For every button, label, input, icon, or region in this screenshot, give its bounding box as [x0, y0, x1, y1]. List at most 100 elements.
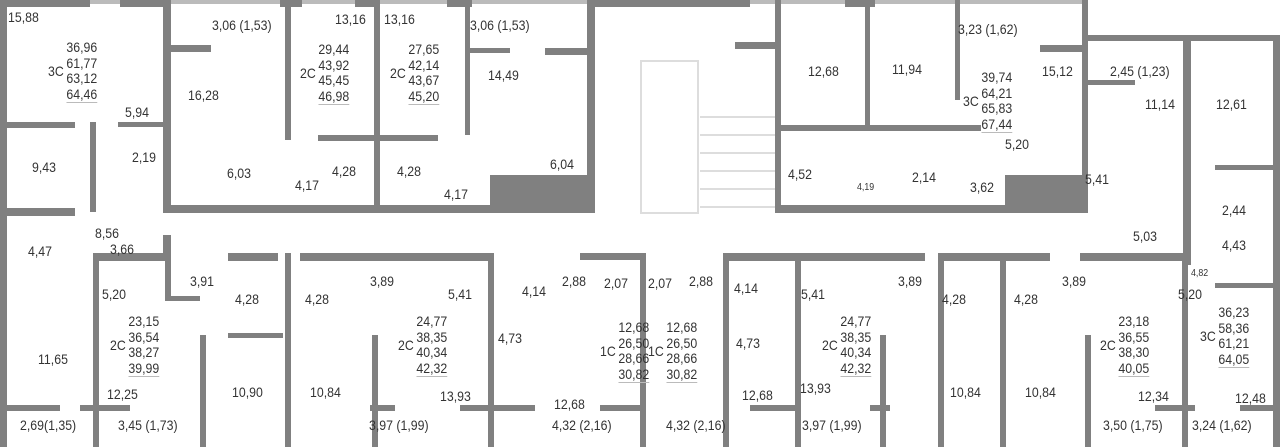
room-area: 4,14 [734, 280, 758, 296]
area-value: 23,18 [1118, 313, 1150, 329]
room-area: 2,88 [562, 273, 586, 289]
balcony-area: 3,50 (1,75) [1103, 417, 1163, 433]
room-area: 11,65 [38, 351, 68, 367]
balcony-area: 3,23 (1,62) [958, 21, 1018, 37]
area-value: 45,45 [318, 72, 350, 88]
area-value: 29,44 [318, 41, 350, 57]
apartment-a2: 2С 29,44 43,92 45,45 46,98 [300, 41, 350, 105]
wall [490, 175, 590, 213]
room-area: 5,41 [801, 286, 825, 302]
wall [200, 335, 206, 447]
area-value: 12,68 [618, 319, 650, 335]
area-value: 26,50 [666, 334, 698, 351]
room-area: 4,28 [235, 291, 259, 307]
room-area: 6,03 [227, 165, 251, 181]
area-value: 23,15 [128, 313, 160, 329]
wall [795, 253, 801, 447]
room-area: 15,88 [8, 9, 39, 25]
room-area: 4,28 [332, 163, 356, 179]
wall [545, 48, 590, 55]
wall [460, 405, 535, 411]
wall [781, 125, 981, 131]
wall [780, 205, 1080, 213]
area-value: 28,66 [618, 350, 650, 366]
apartment-type: 1С [600, 342, 616, 359]
room-area: 4,28 [1014, 291, 1038, 307]
wall [955, 0, 960, 100]
apartment-a3: 2С 27,65 42,14 43,67 45,20 [390, 41, 440, 105]
area-value: 26,50 [618, 334, 650, 351]
room-area: 16,28 [188, 87, 219, 103]
balcony-area: 2,69(1,35) [20, 417, 77, 433]
wall [880, 335, 886, 447]
wall [0, 0, 7, 447]
wall [93, 253, 99, 447]
room-area: 3,91 [190, 273, 214, 289]
wall [938, 253, 944, 447]
wall [370, 405, 395, 411]
wall [165, 258, 171, 298]
wall [845, 0, 875, 7]
wall [750, 405, 800, 411]
wall [300, 253, 490, 261]
area-value: 43,92 [318, 56, 350, 73]
wall [0, 0, 90, 7]
wall [465, 0, 470, 135]
wall [228, 253, 278, 261]
room-area: 12,25 [107, 386, 138, 402]
wall [725, 253, 925, 261]
room-area: 11,14 [1145, 96, 1175, 112]
wall [90, 122, 96, 212]
area-value: 40,05 [1118, 359, 1150, 377]
balcony-area: 3,97 (1,99) [802, 417, 862, 433]
area-value: 38,35 [416, 328, 448, 345]
balcony-area: 3,97 (1,99) [369, 417, 429, 433]
wall [1085, 80, 1135, 85]
apartment-type: 2С [1100, 336, 1116, 353]
area-value: 24,77 [840, 313, 872, 329]
balcony-area: 2,45 (1,23) [1110, 63, 1170, 79]
room-area: 2,19 [132, 149, 156, 165]
area-value: 42,14 [408, 56, 440, 73]
wall [1040, 45, 1085, 52]
wall [865, 0, 870, 130]
apartment-type: 2С [398, 336, 414, 353]
wall [163, 235, 171, 261]
wall [318, 135, 438, 141]
area-value: 12,68 [666, 319, 698, 335]
area-value: 65,83 [981, 100, 1013, 116]
room-area: 12,68 [554, 396, 585, 412]
apartment-b5: 2С 24,77 38,35 40,34 42,32 [822, 313, 872, 377]
wall [372, 335, 378, 447]
room-area: 4,28 [397, 163, 421, 179]
wall [80, 405, 130, 411]
apartment-b7: 3С 36,23 58,36 61,21 64,05 [1200, 304, 1250, 368]
apartment-type: 3С [1200, 327, 1216, 344]
apartment-b3: 1С 12,68 26,50 28,66 30,82 [600, 319, 650, 383]
area-value: 28,66 [666, 350, 698, 366]
room-area: 13,93 [440, 388, 471, 404]
wall [280, 0, 302, 7]
wall [1273, 35, 1280, 447]
room-area: 12,68 [808, 63, 839, 79]
area-value: 64,05 [1218, 350, 1250, 368]
room-area: 8,56 [95, 225, 119, 241]
apartment-b1: 2С 23,15 36,54 38,27 39,99 [110, 313, 160, 377]
apartment-type: 3С [963, 92, 979, 109]
wall [355, 0, 380, 7]
area-value: 67,44 [981, 115, 1013, 133]
wall [447, 0, 472, 7]
wall [870, 405, 890, 411]
balcony-area: 3,06 (1,53) [212, 17, 272, 33]
area-value: 30,82 [666, 365, 698, 383]
room-area: 3,89 [898, 273, 922, 289]
room-area: 10,84 [950, 384, 981, 400]
room-area: 5,20 [1005, 136, 1029, 152]
room-area: 13,93 [800, 380, 831, 396]
room-area: 4,17 [444, 186, 468, 202]
apartment-b4: 1С 12,68 26,50 28,66 30,82 [648, 319, 698, 383]
room-area: 11,94 [892, 61, 922, 77]
room-area: 4,47 [28, 243, 52, 259]
room-area: 10,84 [1025, 384, 1056, 400]
apartment-type: 3С [48, 62, 64, 79]
